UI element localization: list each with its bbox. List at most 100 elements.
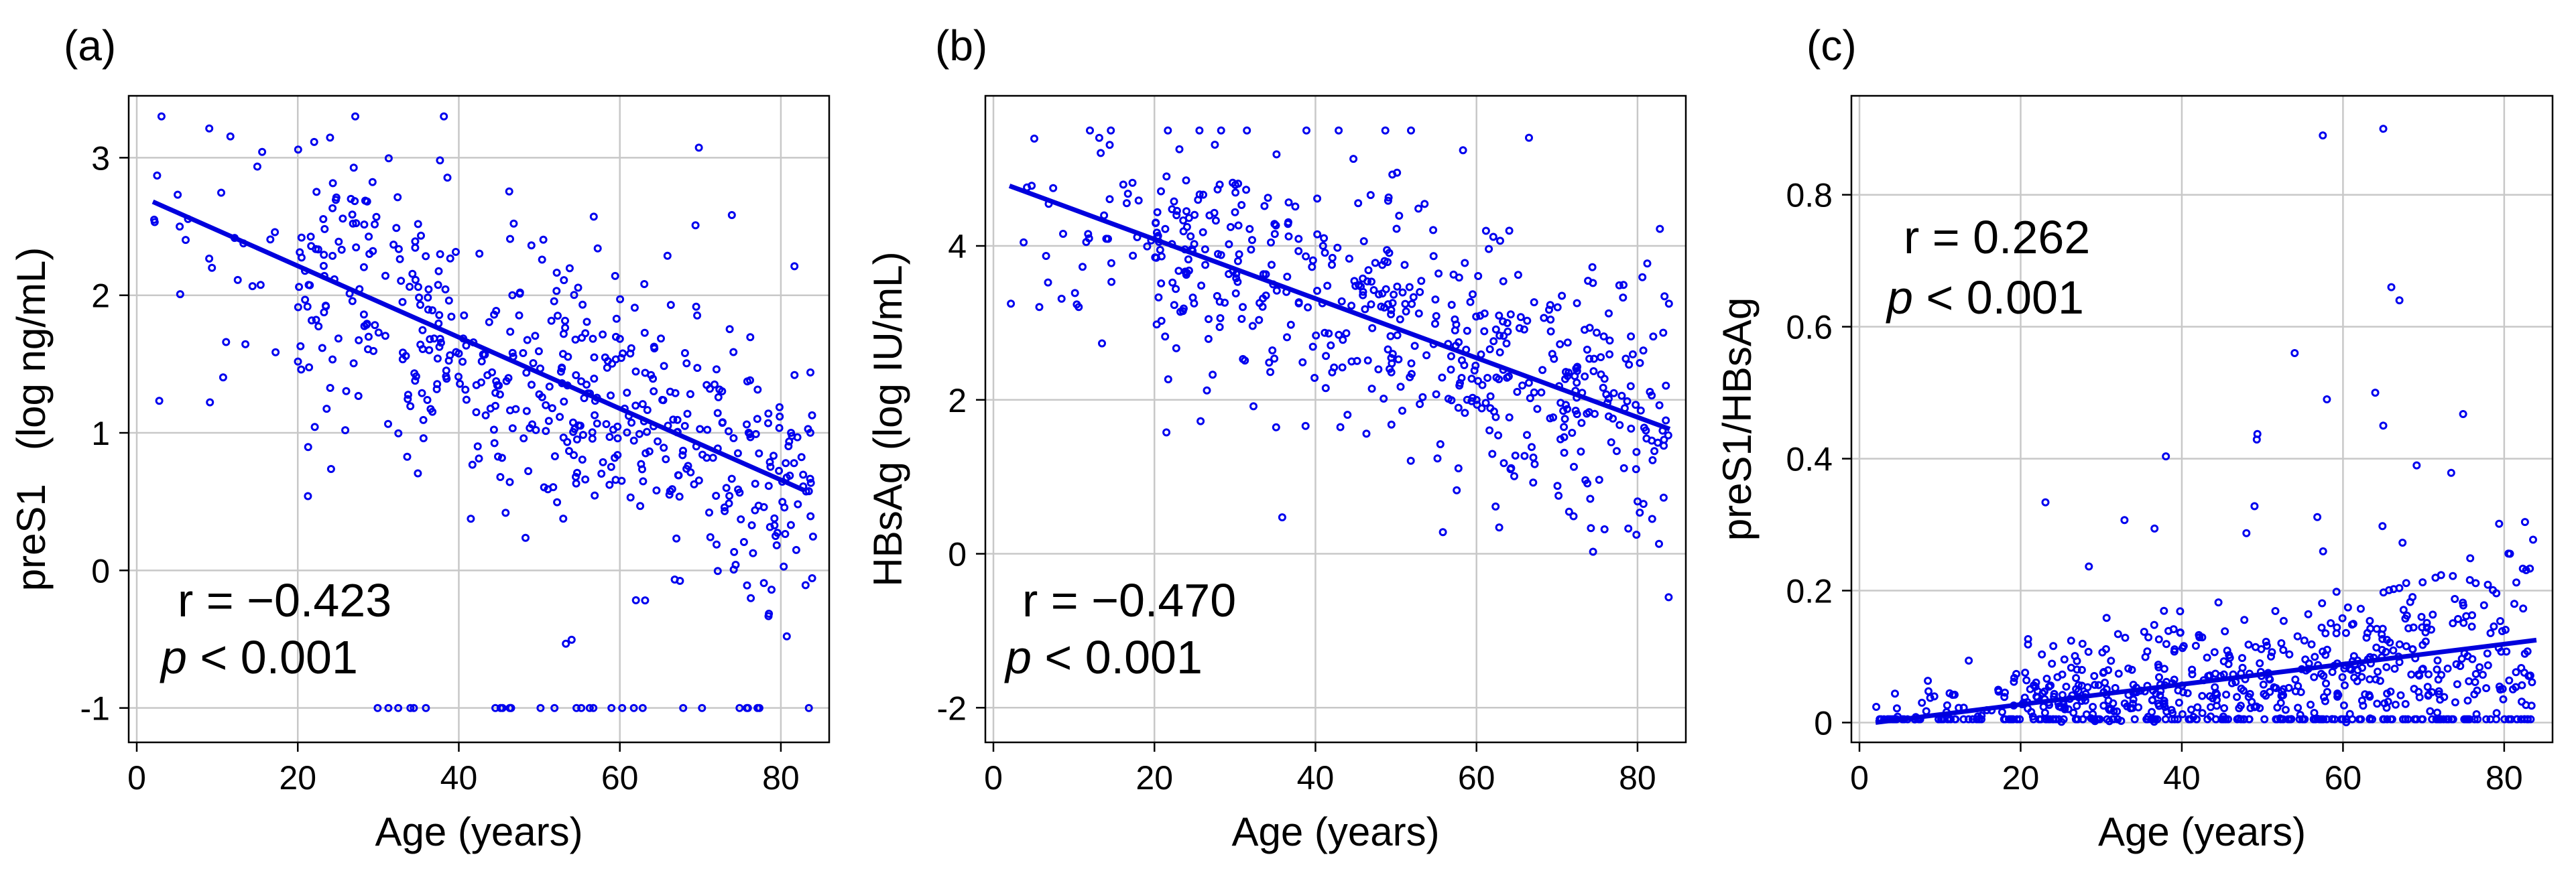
data-point bbox=[2073, 701, 2081, 710]
data-point bbox=[561, 316, 569, 325]
data-point bbox=[2307, 700, 2315, 709]
data-point bbox=[2239, 686, 2248, 695]
data-point bbox=[2395, 296, 2404, 305]
data-point bbox=[1162, 172, 1171, 181]
data-point bbox=[1560, 423, 1569, 431]
data-point bbox=[2418, 641, 2427, 649]
data-point bbox=[702, 381, 711, 389]
p-value: p < 0.001 bbox=[1886, 271, 2084, 324]
data-point bbox=[1619, 293, 1628, 302]
data-point bbox=[395, 255, 404, 263]
data-point bbox=[1593, 328, 1601, 337]
data-point bbox=[1560, 433, 1569, 442]
data-point bbox=[1520, 452, 1529, 460]
data-point bbox=[694, 476, 703, 485]
data-point bbox=[1546, 301, 1554, 310]
data-point bbox=[674, 471, 683, 480]
data-point bbox=[2260, 715, 2269, 724]
data-point bbox=[1432, 390, 1440, 399]
data-point bbox=[1554, 491, 1563, 500]
data-point bbox=[1157, 187, 1165, 196]
data-point bbox=[572, 704, 580, 712]
data-point bbox=[1556, 340, 1565, 348]
data-point bbox=[2471, 670, 2480, 678]
data-point bbox=[747, 521, 756, 529]
data-point bbox=[572, 371, 580, 379]
data-point bbox=[297, 233, 306, 242]
data-point bbox=[497, 454, 506, 462]
data-point bbox=[492, 307, 501, 315]
data-point bbox=[2524, 715, 2532, 724]
data-point bbox=[381, 332, 389, 340]
data-point bbox=[467, 515, 475, 523]
data-point bbox=[539, 235, 548, 244]
data-point bbox=[2077, 665, 2086, 674]
data-point bbox=[782, 632, 791, 641]
data-point bbox=[1495, 312, 1504, 320]
data-point bbox=[560, 276, 568, 285]
data-point bbox=[1589, 547, 1597, 556]
data-point bbox=[1891, 689, 1899, 698]
data-point bbox=[2486, 715, 2495, 724]
data-point bbox=[2219, 715, 2227, 724]
data-point bbox=[1398, 288, 1407, 297]
x-tick-label: 60 bbox=[1458, 759, 1495, 797]
data-point bbox=[1639, 346, 1648, 355]
data-point bbox=[1327, 341, 1335, 350]
data-point bbox=[1466, 297, 1475, 306]
data-point bbox=[615, 334, 624, 343]
data-point bbox=[2386, 687, 2395, 696]
data-point bbox=[1262, 270, 1270, 279]
data-point bbox=[773, 529, 782, 537]
data-point bbox=[552, 269, 561, 277]
data-point bbox=[2245, 715, 2254, 724]
data-point bbox=[660, 362, 668, 371]
data-point bbox=[176, 290, 184, 299]
data-point bbox=[1488, 450, 1497, 458]
data-point bbox=[410, 369, 419, 378]
data-point bbox=[2395, 640, 2404, 649]
data-point bbox=[1605, 309, 1613, 318]
data-point bbox=[508, 291, 517, 299]
data-point bbox=[1186, 232, 1195, 241]
data-point bbox=[2000, 715, 2008, 724]
data-point bbox=[2319, 547, 2327, 555]
data-point bbox=[1485, 426, 1494, 435]
data-point bbox=[727, 474, 736, 483]
data-point bbox=[454, 349, 463, 358]
data-point bbox=[414, 283, 422, 291]
data-point bbox=[1232, 274, 1241, 283]
data-point bbox=[1226, 222, 1235, 231]
data-point bbox=[765, 458, 774, 466]
data-point bbox=[440, 112, 448, 121]
data-point bbox=[640, 280, 649, 288]
data-point bbox=[1184, 255, 1192, 264]
data-point bbox=[1662, 416, 1670, 425]
data-point bbox=[2418, 665, 2427, 674]
data-point bbox=[2050, 689, 2059, 698]
data-point bbox=[1338, 363, 1347, 372]
data-point bbox=[2429, 610, 2437, 619]
data-point bbox=[2512, 683, 2520, 691]
x-tick-label: 60 bbox=[2325, 759, 2362, 797]
y-tick-label: -2 bbox=[937, 689, 967, 727]
data-point bbox=[1225, 240, 1233, 249]
data-point bbox=[1313, 194, 1322, 203]
data-point bbox=[1432, 312, 1440, 320]
data-point bbox=[2522, 701, 2530, 710]
data-point bbox=[1278, 513, 1286, 522]
data-point bbox=[2425, 670, 2433, 679]
data-point bbox=[735, 488, 744, 497]
data-point bbox=[603, 356, 612, 365]
data-point bbox=[1467, 375, 1476, 383]
y-tick-label: 0.8 bbox=[1786, 177, 1833, 214]
data-point bbox=[2259, 680, 2268, 689]
data-point bbox=[808, 411, 816, 419]
data-point bbox=[792, 545, 800, 554]
data-point bbox=[2501, 626, 2510, 634]
data-point bbox=[2345, 665, 2354, 673]
data-point bbox=[2042, 675, 2051, 683]
data-point bbox=[2178, 710, 2187, 718]
data-point bbox=[406, 283, 414, 291]
data-point bbox=[1617, 391, 1626, 400]
